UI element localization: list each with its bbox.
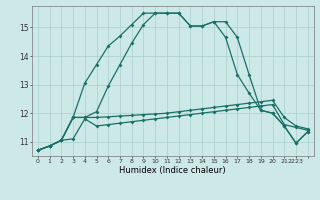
- X-axis label: Humidex (Indice chaleur): Humidex (Indice chaleur): [119, 166, 226, 175]
